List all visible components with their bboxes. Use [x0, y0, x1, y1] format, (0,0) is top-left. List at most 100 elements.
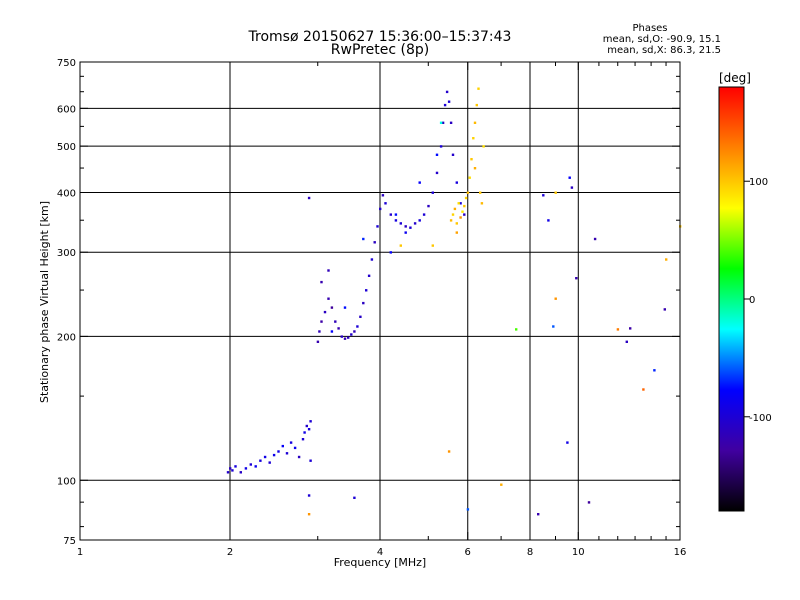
data-point: [625, 340, 628, 343]
data-point: [263, 455, 267, 459]
data-point: [277, 450, 280, 453]
data-point: [587, 501, 591, 504]
stats-x-mode: mean, sd,X: 86.3, 21.5: [607, 45, 721, 56]
y-tick-label-500: 500: [57, 142, 76, 153]
data-point: [389, 213, 392, 216]
data-point: [289, 441, 293, 444]
data-point: [418, 219, 421, 222]
data-point: [451, 153, 455, 156]
y-tick-label-200: 200: [57, 332, 76, 343]
data-point: [362, 237, 365, 241]
data-point: [566, 441, 569, 444]
data-point: [455, 222, 458, 225]
data-point: [570, 186, 574, 189]
data-point: [593, 237, 597, 241]
y-tick-label-750: 750: [57, 58, 76, 69]
data-point: [449, 121, 453, 124]
y-tick-label-75: 75: [63, 536, 76, 547]
y-axis-label: Stationary phase Virtual Height [km]: [38, 201, 51, 403]
data-point: [427, 204, 430, 208]
data-point: [470, 158, 473, 161]
data-point: [244, 467, 248, 470]
data-point: [281, 444, 284, 448]
data-point: [234, 465, 237, 468]
data-point: [445, 90, 449, 94]
data-point: [343, 337, 347, 340]
data-point: [431, 244, 434, 247]
data-point: [226, 471, 230, 474]
data-point: [376, 225, 379, 228]
data-point: [441, 121, 445, 124]
data-point: [459, 216, 462, 219]
x-tick-label-6: 6: [465, 547, 471, 558]
data-point: [353, 330, 356, 333]
colorbar-tick-label-100: 100: [749, 177, 768, 188]
data-point: [575, 277, 578, 280]
data-point: [359, 315, 362, 318]
data-point: [293, 446, 297, 450]
data-point: [307, 196, 311, 200]
data-point: [479, 191, 482, 194]
data-point: [466, 191, 470, 194]
data-point: [431, 191, 434, 194]
data-point: [439, 121, 443, 124]
data-point: [665, 258, 668, 261]
y-tick-label-400: 400: [57, 188, 76, 199]
data-point: [554, 191, 557, 194]
data-point: [373, 241, 376, 244]
data-point: [464, 196, 468, 200]
data-point: [343, 306, 347, 309]
chart-subtitle: RwPretec (8p): [331, 42, 429, 58]
data-point: [394, 219, 398, 222]
data-point: [451, 213, 455, 216]
data-point: [537, 513, 540, 516]
data-point: [399, 244, 402, 247]
data-point: [409, 226, 412, 229]
x-axis-label: Frequency [MHz]: [334, 556, 426, 569]
data-point: [418, 181, 421, 184]
stats-o-mode: mean, sd,O: -90.9, 15.1: [603, 34, 721, 45]
y-axis: 75 100 200 300 400 500 600 750: [57, 58, 680, 547]
data-point: [327, 297, 330, 300]
data-point: [381, 194, 385, 197]
x-axis: 1 2 4 6 8 10 16: [77, 62, 686, 558]
data-point: [449, 219, 453, 222]
data-point: [399, 222, 402, 225]
data-point: [443, 103, 447, 107]
data-point: [268, 461, 271, 464]
data-point: [379, 207, 382, 211]
data-point: [480, 202, 484, 205]
data-point: [307, 428, 311, 431]
data-point: [365, 289, 368, 292]
data-point: [320, 280, 323, 284]
data-point: [435, 171, 439, 175]
data-point: [455, 181, 458, 184]
data-point: [394, 213, 398, 216]
data-point: [384, 202, 387, 205]
data-point: [542, 194, 545, 197]
data-point: [334, 320, 337, 323]
chart-title: Tromsø 20150627 15:36:00–15:37:43: [248, 29, 512, 45]
data-point: [259, 459, 262, 462]
data-point: [473, 167, 477, 170]
x-tick-label-8: 8: [527, 547, 533, 558]
data-point: [350, 333, 353, 336]
data-point: [318, 330, 321, 333]
data-point: [461, 210, 464, 213]
data-point: [303, 431, 306, 434]
y-tick-label-300: 300: [57, 248, 76, 259]
data-point: [307, 513, 311, 516]
data-point: [552, 325, 555, 328]
data-point: [337, 327, 340, 330]
data-point: [435, 153, 439, 156]
data-point: [362, 301, 365, 305]
data-point: [307, 494, 311, 497]
data-point: [422, 213, 426, 216]
data-point: [413, 222, 417, 225]
data-point: [330, 306, 334, 309]
data-point: [389, 251, 392, 254]
data-point: [347, 336, 350, 339]
colorbar-tick-label-0: 0: [749, 295, 755, 306]
data-point: [463, 213, 466, 216]
